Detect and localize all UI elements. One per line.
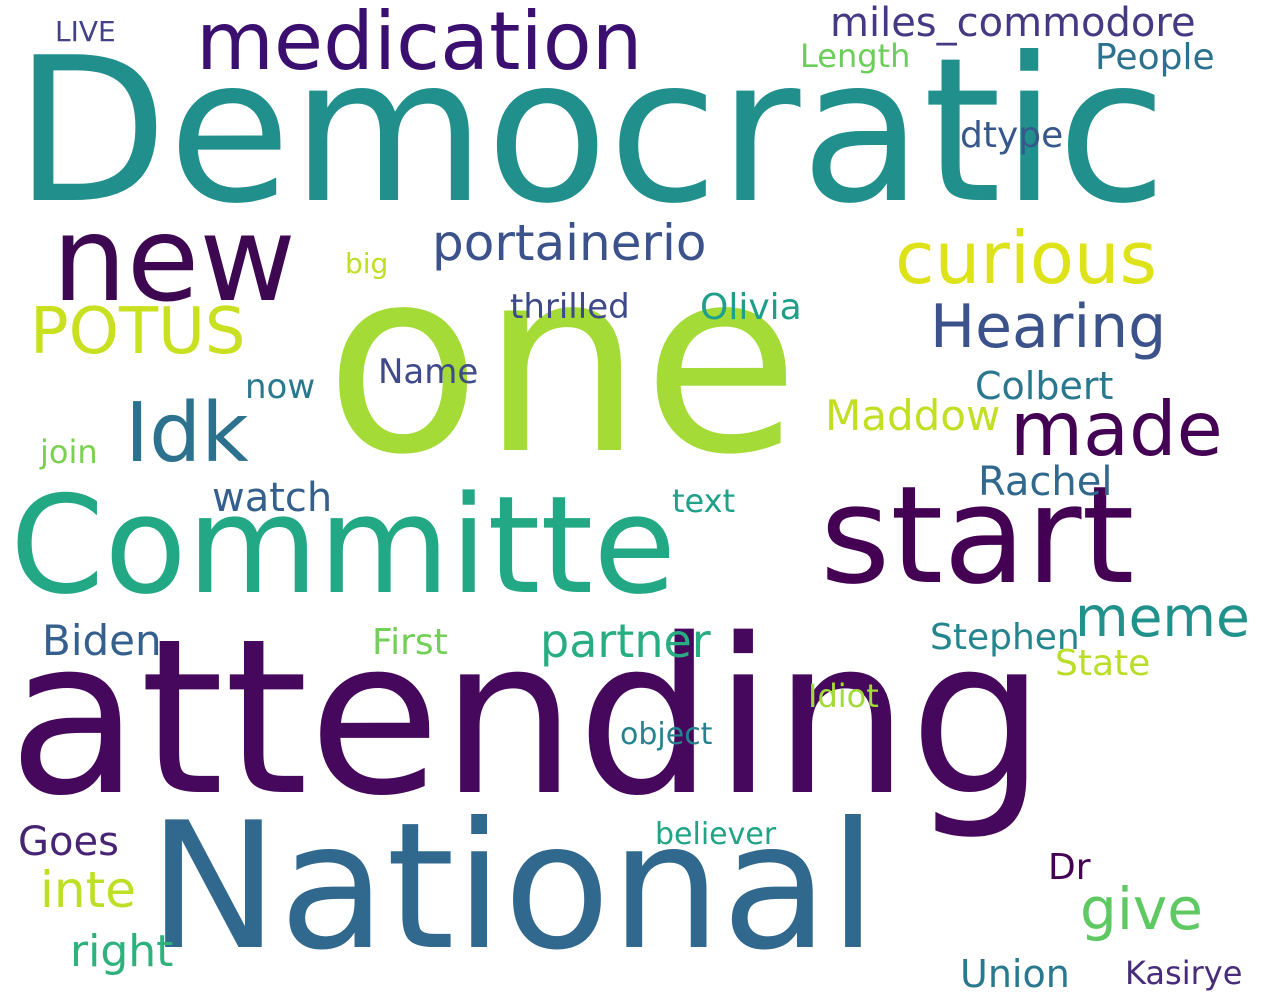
word-kasirye: Kasirye: [1125, 954, 1243, 992]
word-believer: believer: [655, 817, 777, 852]
word-live: LIVE: [55, 15, 116, 48]
word-partner: partner: [540, 614, 711, 668]
word-name: Name: [378, 352, 479, 392]
word-now: now: [245, 367, 316, 407]
word-people: People: [1095, 37, 1215, 78]
word-democratic: Democratic: [14, 15, 1167, 248]
word-new: new: [52, 190, 296, 328]
word-first: First: [372, 622, 448, 663]
word-meme: meme: [1075, 585, 1250, 649]
word-miles-commodore: miles_commodore: [830, 0, 1196, 46]
word-medication: medication: [196, 0, 643, 88]
word-portainerio: portainerio: [432, 214, 707, 272]
word-hearing: Hearing: [930, 292, 1167, 362]
word-national: National: [148, 786, 878, 989]
word-right: right: [70, 926, 174, 977]
word-idk: Idk: [125, 386, 249, 481]
word-text: text: [672, 482, 736, 520]
word-watch: watch: [212, 475, 333, 521]
word-attending: attending: [8, 592, 1046, 843]
word-inte: inte: [40, 861, 136, 919]
word-dtype: dtype: [960, 115, 1064, 156]
word-made: made: [1010, 385, 1223, 473]
word-goes: Goes: [18, 819, 119, 865]
word-stephen: Stephen: [930, 617, 1080, 658]
word-big: big: [345, 247, 389, 280]
word-give: give: [1080, 875, 1203, 943]
word-length: Length: [800, 37, 911, 75]
word-committe: Committe: [10, 467, 677, 624]
word-union: Union: [960, 952, 1070, 996]
word-maddow: Maddow: [825, 391, 1001, 440]
word-state: State: [1055, 643, 1151, 684]
word-one: one: [325, 214, 800, 511]
word-curious: curious: [895, 216, 1158, 300]
word-start: start: [820, 457, 1135, 614]
word-colbert: Colbert: [975, 364, 1114, 408]
word-potus: POTUS: [30, 295, 246, 369]
word-dr: Dr: [1048, 847, 1091, 888]
word-join: join: [40, 433, 98, 471]
word-olivia: Olivia: [700, 287, 802, 328]
word-rachel: Rachel: [978, 459, 1113, 505]
word-object: object: [620, 717, 713, 752]
word-biden: Biden: [42, 616, 162, 665]
word-idiot: Idiot: [808, 677, 879, 715]
word-thrilled: thrilled: [510, 287, 630, 327]
